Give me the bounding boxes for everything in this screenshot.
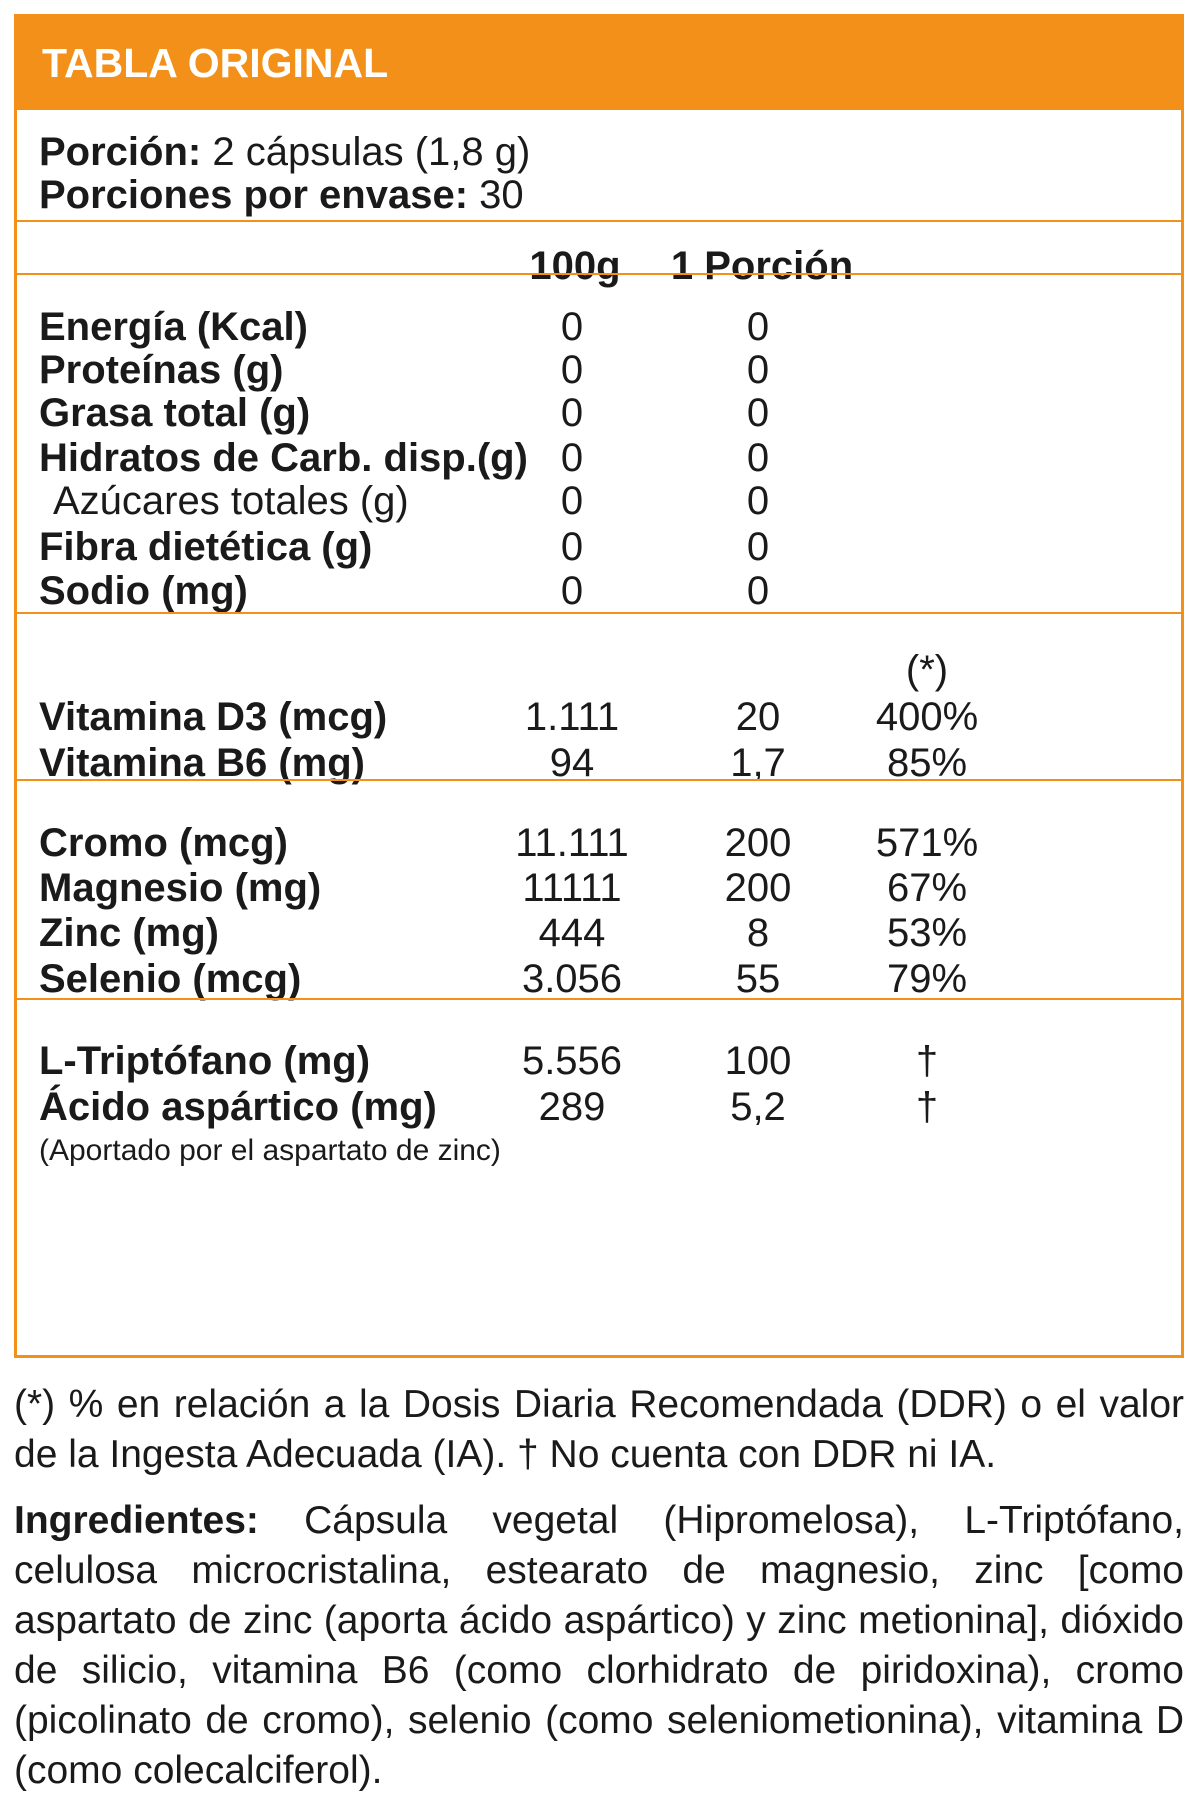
nutrient-name: Hidratos de Carb. disp.(g) <box>39 436 528 480</box>
value-serving: 0 <box>746 436 770 480</box>
value-pct: 571% <box>875 821 979 865</box>
serving-size: Porción: 2 cápsulas (1,8 g) <box>39 132 530 172</box>
value-serving: 0 <box>746 569 770 613</box>
value-100g: 1.111 <box>524 695 620 739</box>
nutrient-name: Fibra dietética (g) <box>39 525 373 569</box>
value-100g: 0 <box>560 479 584 523</box>
servings-per-container-label: Porciones por envase: <box>39 173 469 217</box>
value-serving: 1,7 <box>730 741 786 785</box>
value-pct: 79% <box>886 957 968 1001</box>
nutrient-name: Vitamina D3 (mcg) <box>39 695 388 739</box>
value-pct: 85% <box>886 741 968 785</box>
value-100g: 3.056 <box>521 957 623 1001</box>
value-100g: 0 <box>560 305 584 349</box>
nutrient-name: Zinc (mg) <box>39 911 219 955</box>
nutrient-name: Vitamina B6 (mg) <box>39 741 365 785</box>
value-serving: 0 <box>746 525 770 569</box>
pct-marker: (*) <box>905 648 949 692</box>
ingredients-text: Cápsula vegetal (Hipromelosa), L-Triptóf… <box>14 1499 1184 1792</box>
nutrient-name: Ácido aspártico (mg) <box>39 1085 437 1129</box>
servings-per-container-value: 30 <box>468 173 524 217</box>
nutrient-name: Cromo (mcg) <box>39 821 288 865</box>
value-100g: 0 <box>560 525 584 569</box>
value-100g: 0 <box>560 391 584 435</box>
value-100g: 11111 <box>522 866 622 910</box>
divider <box>17 273 1181 275</box>
nutrient-name: Energía (Kcal) <box>39 305 308 349</box>
value-serving: 5,2 <box>730 1085 786 1129</box>
column-header-100g: 100g <box>529 244 621 288</box>
value-pct: 67% <box>886 866 968 910</box>
value-serving: 0 <box>746 305 770 349</box>
serving-size-label: Porción: <box>39 130 202 174</box>
nutrient-name: Selenio (mcg) <box>39 957 302 1001</box>
value-100g: 0 <box>560 569 584 613</box>
divider <box>17 998 1181 1000</box>
serving-size-value: 2 cápsulas (1,8 g) <box>201 130 531 174</box>
value-100g: 289 <box>538 1085 606 1129</box>
value-serving: 55 <box>735 957 781 1001</box>
value-serving: 20 <box>735 695 781 739</box>
value-serving: 200 <box>724 821 792 865</box>
value-serving: 0 <box>746 348 770 392</box>
table-title: TABLA ORIGINAL <box>17 17 1181 110</box>
value-100g: 0 <box>560 436 584 480</box>
value-pct: 53% <box>886 911 968 955</box>
nutrient-name: Magnesio (mg) <box>39 866 322 910</box>
divider <box>17 612 1181 614</box>
value-serving: 100 <box>724 1039 792 1083</box>
amino-note: (Aportado por el aspartato de zinc) <box>39 1134 501 1167</box>
value-pct: 400% <box>875 695 979 739</box>
value-100g: 0 <box>560 348 584 392</box>
value-100g: 5.556 <box>521 1039 623 1083</box>
nutrient-name: Proteínas (g) <box>39 348 284 392</box>
ingredients-label: Ingredientes: <box>14 1499 259 1542</box>
value-pct: † <box>915 1039 939 1083</box>
ingredients: Ingredientes: Cápsula vegetal (Hipromelo… <box>14 1496 1184 1796</box>
nutrient-name-sub: Azúcares totales (g) <box>53 479 409 523</box>
value-100g: 11.111 <box>515 821 629 865</box>
value-100g: 444 <box>538 911 606 955</box>
nutrient-name: L-Triptófano (mg) <box>39 1039 371 1083</box>
value-serving: 8 <box>746 911 770 955</box>
nutrient-name: Grasa total (g) <box>39 391 311 435</box>
column-header-serving: 1 Porción <box>670 244 854 288</box>
value-pct: † <box>915 1085 939 1129</box>
value-serving: 0 <box>746 391 770 435</box>
value-serving: 0 <box>746 479 770 523</box>
servings-per-container: Porciones por envase: 30 <box>39 175 524 215</box>
divider <box>17 779 1181 781</box>
nutrient-name: Sodio (mg) <box>39 569 248 613</box>
value-100g: 94 <box>549 741 595 785</box>
divider <box>17 220 1181 222</box>
nutrition-table: TABLA ORIGINAL Porción: 2 cápsulas (1,8 … <box>14 14 1184 1358</box>
value-serving: 200 <box>724 866 792 910</box>
footnote: (*) % en relación a la Dosis Diaria Reco… <box>14 1383 1184 1476</box>
